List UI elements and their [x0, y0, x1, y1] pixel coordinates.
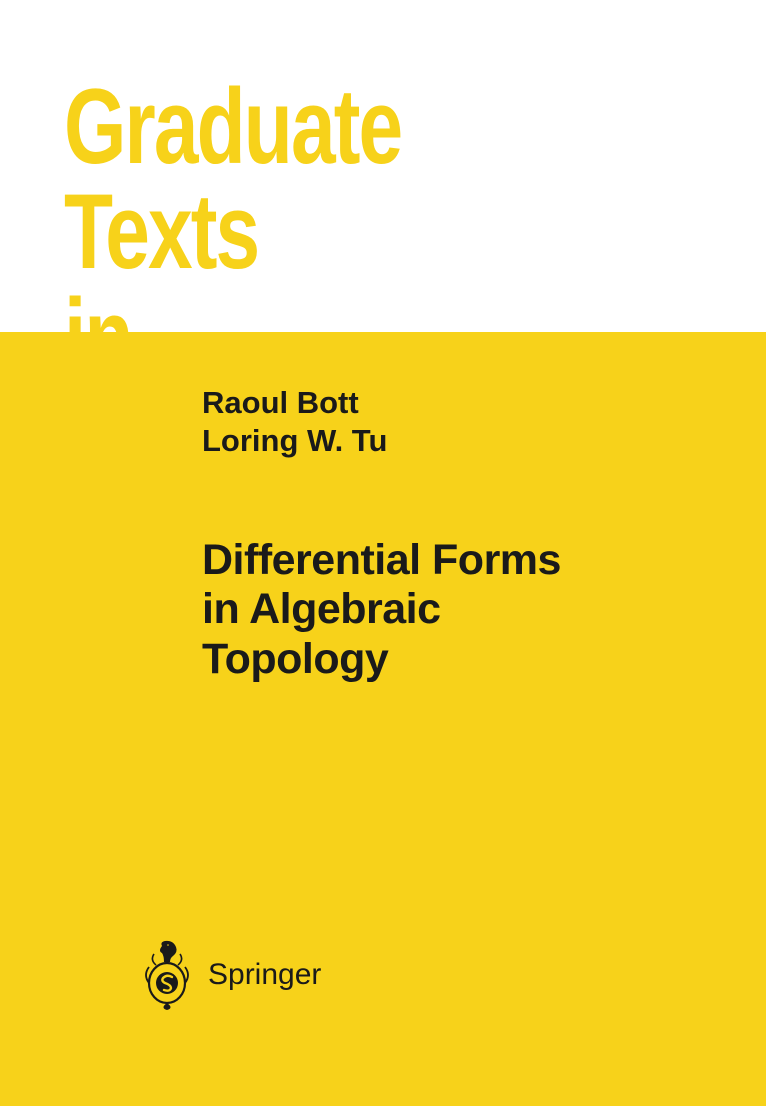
series-line1: Graduate Texts [64, 74, 591, 284]
book-cover: Graduate Texts in Mathematics Raoul Bott… [0, 0, 766, 1106]
publisher-name: Springer [208, 958, 321, 992]
publisher-block: Springer [140, 940, 321, 1010]
authors: Raoul Bott Loring W. Tu [202, 384, 766, 460]
top-band: Graduate Texts in Mathematics [0, 0, 766, 332]
author-2: Loring W. Tu [202, 422, 766, 460]
title-line2: in Algebraic [202, 585, 766, 634]
title-line1: Differential Forms [202, 536, 766, 585]
springer-logo-icon [140, 940, 194, 1010]
book-title: Differential Forms in Algebraic Topology [202, 536, 766, 684]
title-line3: Topology [202, 635, 766, 684]
bottom-band: Raoul Bott Loring W. Tu Differential For… [0, 332, 766, 1106]
author-1: Raoul Bott [202, 384, 766, 422]
